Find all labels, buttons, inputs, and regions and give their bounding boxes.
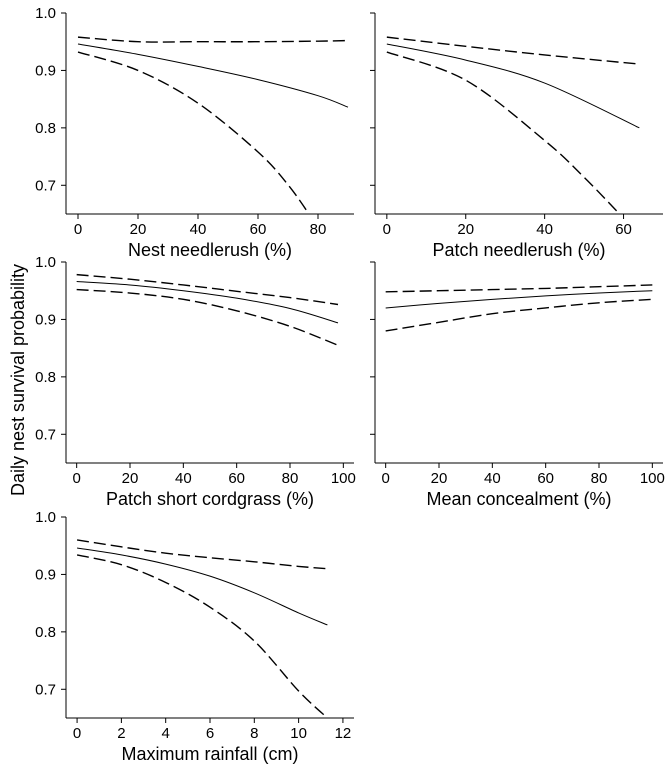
x-tick-label: 2 <box>117 725 125 742</box>
estimate-line <box>76 281 339 324</box>
y-tick-label: 0.9 <box>35 566 56 583</box>
y-tick-label: 0.7 <box>35 426 56 443</box>
x-axis-label: Mean concealment (%) <box>426 489 611 509</box>
x-tick-label: 60 <box>537 470 554 487</box>
y-tick-label: 0.8 <box>35 624 56 641</box>
x-tick-label: 80 <box>310 221 327 238</box>
x-tick-label: 60 <box>615 221 632 238</box>
figure-y-axis-label: Daily nest survival probability <box>8 264 28 496</box>
x-axis-label: Maximum rainfall (cm) <box>121 744 298 764</box>
y-tick-label: 0.9 <box>35 62 56 79</box>
x-tick-label: 20 <box>130 221 147 238</box>
figure-ylabel-container: Daily nest survival probability <box>0 0 40 774</box>
panel-3: 0.7 0.8 0.9 1.0 0 20 40 60 80 100 Patch short cord… <box>35 254 356 509</box>
y-tick-label: 0.8 <box>35 120 56 137</box>
y-tick-label: 1.0 <box>35 5 56 22</box>
confidence-bound-line <box>386 51 621 214</box>
confidence-bound-line <box>77 36 349 43</box>
panel-4: 0 20 40 60 80 100 Mean concealment (%) <box>370 261 665 509</box>
y-tick-label: 1.0 <box>35 254 56 271</box>
x-tick-label: 10 <box>290 725 307 742</box>
x-tick-label: 12 <box>335 725 352 742</box>
y-tick-label: 0.7 <box>35 681 56 698</box>
estimate-line <box>77 43 349 108</box>
x-tick-label: 40 <box>190 221 207 238</box>
x-tick-label: 40 <box>484 470 501 487</box>
confidence-bound-line <box>385 284 653 293</box>
panel-5: 0.7 0.8 0.9 1.0 0 2 4 6 8 10 12 Maximum rainfall (c… <box>35 509 354 764</box>
x-tick-label: 20 <box>431 470 448 487</box>
y-tick-label: 0.9 <box>35 311 56 328</box>
y-tick-label: 1.0 <box>35 509 56 526</box>
x-tick-label: 60 <box>228 470 245 487</box>
x-tick-label: 60 <box>250 221 267 238</box>
x-tick-label: 0 <box>383 221 391 238</box>
panel-1: 0.7 0.8 0.9 1.0 0 20 40 60 80 Nest needlerush (%) <box>35 5 354 260</box>
estimate-line <box>386 43 640 129</box>
x-tick-label: 100 <box>640 470 665 487</box>
panel-2: 0 20 40 60 Patch needlerush (%) <box>370 12 663 260</box>
x-axis-label: Patch short cordgrass (%) <box>106 489 314 509</box>
estimate-line <box>77 547 328 626</box>
x-tick-label: 80 <box>591 470 608 487</box>
x-axis-label: Patch needlerush (%) <box>432 240 605 260</box>
x-tick-label: 80 <box>282 470 299 487</box>
x-tick-label: 8 <box>250 725 258 742</box>
y-tick-label: 0.7 <box>35 177 56 194</box>
confidence-bound-line <box>76 554 328 718</box>
confidence-bound-line <box>77 51 310 214</box>
x-tick-label: 20 <box>457 221 474 238</box>
confidence-bound-line <box>76 288 339 346</box>
x-tick-label: 0 <box>72 470 80 487</box>
x-tick-label: 0 <box>74 221 82 238</box>
confidence-bound-line <box>386 36 640 65</box>
estimate-line <box>385 290 653 309</box>
x-tick-label: 0 <box>381 470 389 487</box>
x-axis-label: Nest needlerush (%) <box>128 240 292 260</box>
figure-ylabel-svg: Daily nest survival probability <box>8 264 28 496</box>
confidence-bound-line <box>76 273 339 306</box>
x-tick-label: 4 <box>162 725 170 742</box>
x-tick-label: 6 <box>206 725 214 742</box>
x-tick-label: 100 <box>331 470 356 487</box>
y-tick-label: 0.8 <box>35 369 56 386</box>
x-tick-label: 0 <box>73 725 81 742</box>
x-tick-label: 40 <box>175 470 192 487</box>
x-tick-label: 40 <box>536 221 553 238</box>
confidence-bound-line <box>76 539 328 570</box>
x-tick-label: 20 <box>122 470 139 487</box>
